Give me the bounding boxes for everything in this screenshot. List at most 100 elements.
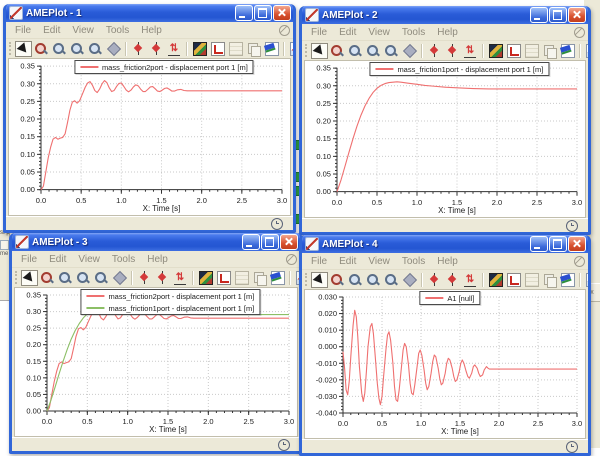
- zoom-reset-icon[interactable]: [383, 43, 400, 59]
- grid-settings-icon[interactable]: [523, 43, 540, 59]
- menu-help[interactable]: Help: [141, 24, 162, 36]
- cursor-marker-2-icon[interactable]: [444, 43, 461, 59]
- cursor-marker-pair-icon[interactable]: ⇅: [462, 43, 479, 59]
- menu-file[interactable]: File: [311, 255, 328, 267]
- toolbar-drag-handle-icon[interactable]: [15, 271, 17, 284]
- zoom-out-icon[interactable]: [57, 270, 74, 286]
- plot-format-axes-icon[interactable]: [505, 43, 522, 59]
- plot-canvas[interactable]: 0.00 0.05 0.10 0.15 0.20 0.25 0.30 0.35 0.0 0.5 1.…: [305, 61, 585, 217]
- plot-canvas[interactable]: 0.00 0.05 0.10 0.15 0.20 0.25 0.30 0.35 0.0 0.5 1.…: [9, 59, 290, 215]
- menu-file[interactable]: File: [311, 26, 328, 38]
- pan-icon[interactable]: [401, 43, 418, 59]
- whats-this-icon[interactable]: [574, 26, 585, 38]
- title-bar[interactable]: AMEPlot - 3: [12, 233, 300, 251]
- menu-help[interactable]: Help: [437, 255, 458, 267]
- copy-plot-icon[interactable]: [251, 270, 268, 286]
- plot-format-color-icon[interactable]: [487, 43, 504, 59]
- plot-format-color-icon[interactable]: [487, 272, 504, 288]
- close-button[interactable]: [273, 5, 291, 21]
- title-bar[interactable]: AMEPlot - 2: [302, 6, 588, 24]
- minimize-button[interactable]: [235, 5, 253, 21]
- minimize-button[interactable]: [242, 234, 260, 250]
- menu-help[interactable]: Help: [437, 26, 458, 38]
- curves-settings-icon[interactable]: [263, 41, 280, 57]
- cursor-marker-2-icon[interactable]: [154, 270, 171, 286]
- plot-area[interactable]: A1 [null] -0.040 -0.030 -0.020 -0.010 0.000 0…: [304, 289, 586, 439]
- plot-area[interactable]: mass_friction2port - displacement port 1…: [8, 58, 291, 216]
- time-clock-icon[interactable]: [566, 219, 578, 232]
- maximize-button[interactable]: [549, 7, 567, 23]
- minimize-button[interactable]: [530, 236, 548, 252]
- time-clock-icon[interactable]: [271, 217, 283, 230]
- cursor-marker-pair-icon[interactable]: ⇅: [462, 272, 479, 288]
- toolbar-drag-handle-icon[interactable]: [305, 273, 307, 286]
- export-plot-icon[interactable]: [584, 43, 588, 59]
- cursor-marker-1-icon[interactable]: [426, 272, 443, 288]
- legend[interactable]: mass_friction2port - displacement port 1…: [80, 289, 261, 315]
- maximize-button[interactable]: [549, 236, 567, 252]
- curves-settings-icon[interactable]: [559, 272, 576, 288]
- close-button[interactable]: [280, 234, 298, 250]
- pan-icon[interactable]: [111, 270, 128, 286]
- plot-format-axes-icon[interactable]: [209, 41, 226, 57]
- close-button[interactable]: [568, 236, 586, 252]
- cursor-marker-1-icon[interactable]: [136, 270, 153, 286]
- select-cursor-icon[interactable]: [310, 42, 328, 59]
- pan-icon[interactable]: [105, 41, 122, 57]
- zoom-out-icon[interactable]: [347, 43, 364, 59]
- legend[interactable]: mass_friction1port - displacement port 1…: [369, 62, 550, 76]
- menu-view[interactable]: View: [78, 253, 100, 265]
- legend[interactable]: mass_friction2port - displacement port 1…: [73, 60, 254, 74]
- plot-canvas[interactable]: -0.040 -0.030 -0.020 -0.010 0.000 0.010 0.020 0…: [305, 290, 585, 438]
- zoom-reset-icon[interactable]: [93, 270, 110, 286]
- menu-view[interactable]: View: [368, 255, 390, 267]
- export-plot-icon[interactable]: [294, 270, 300, 286]
- zoom-in-icon[interactable]: [33, 41, 50, 57]
- time-clock-icon[interactable]: [566, 440, 578, 453]
- cursor-marker-2-icon[interactable]: [444, 272, 461, 288]
- pan-icon[interactable]: [401, 272, 418, 288]
- menu-file[interactable]: File: [15, 24, 32, 36]
- plot-area[interactable]: mass_friction1port - displacement port 1…: [304, 60, 586, 218]
- zoom-in-icon[interactable]: [329, 43, 346, 59]
- menu-edit[interactable]: Edit: [43, 24, 61, 36]
- zoom-reset-icon[interactable]: [87, 41, 104, 57]
- menu-tools[interactable]: Tools: [111, 253, 136, 265]
- menu-tools[interactable]: Tools: [105, 24, 130, 36]
- menu-view[interactable]: View: [72, 24, 94, 36]
- time-clock-icon[interactable]: [278, 438, 290, 451]
- grid-settings-icon[interactable]: [523, 272, 540, 288]
- cursor-marker-2-icon[interactable]: [148, 41, 165, 57]
- zoom-out-icon[interactable]: [51, 41, 68, 57]
- export-plot-icon[interactable]: [288, 41, 293, 57]
- minimize-button[interactable]: [530, 7, 548, 23]
- toolbar-drag-handle-icon[interactable]: [9, 42, 11, 55]
- menu-edit[interactable]: Edit: [49, 253, 67, 265]
- toolbar-drag-handle-icon[interactable]: [305, 44, 307, 57]
- plot-format-color-icon[interactable]: [197, 270, 214, 286]
- menu-help[interactable]: Help: [147, 253, 168, 265]
- background-button-fragment[interactable]: [0, 240, 9, 250]
- whats-this-icon[interactable]: [574, 255, 585, 267]
- zoom-window-icon[interactable]: [365, 272, 382, 288]
- legend[interactable]: A1 [null]: [419, 291, 481, 305]
- plot-format-color-icon[interactable]: [191, 41, 208, 57]
- zoom-in-icon[interactable]: [329, 272, 346, 288]
- menu-tools[interactable]: Tools: [401, 255, 426, 267]
- whats-this-icon[interactable]: [286, 253, 297, 265]
- zoom-in-icon[interactable]: [39, 270, 56, 286]
- select-cursor-icon[interactable]: [310, 271, 328, 288]
- export-plot-icon[interactable]: [584, 272, 588, 288]
- zoom-window-icon[interactable]: [365, 43, 382, 59]
- zoom-out-icon[interactable]: [347, 272, 364, 288]
- maximize-button[interactable]: [261, 234, 279, 250]
- plot-format-axes-icon[interactable]: [215, 270, 232, 286]
- title-bar[interactable]: AMEPlot - 4: [302, 235, 588, 253]
- cursor-marker-1-icon[interactable]: [426, 43, 443, 59]
- whats-this-icon[interactable]: [279, 24, 290, 36]
- title-bar[interactable]: AMEPlot - 1: [6, 4, 293, 22]
- zoom-reset-icon[interactable]: [383, 272, 400, 288]
- plot-format-axes-icon[interactable]: [505, 272, 522, 288]
- curves-settings-icon[interactable]: [269, 270, 286, 286]
- grid-settings-icon[interactable]: [227, 41, 244, 57]
